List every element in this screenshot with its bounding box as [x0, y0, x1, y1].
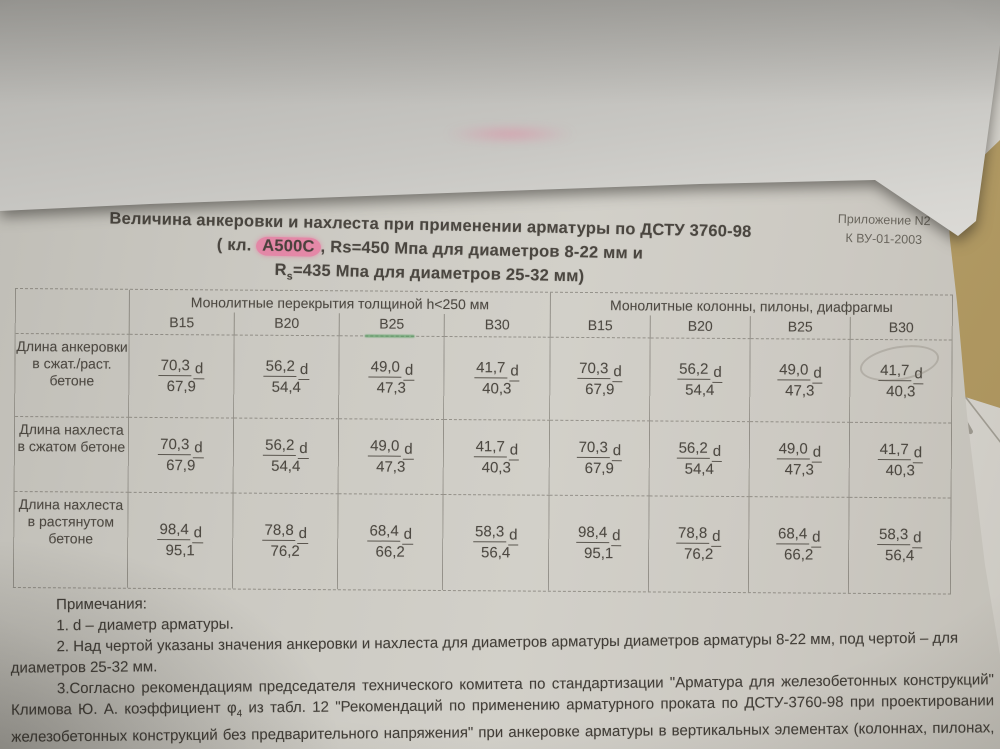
notes-block: Примечания: 1. d – диаметр арматуры. 2. …	[10, 585, 995, 749]
green-underline-mark	[364, 334, 415, 338]
table-cell: 56,2 d 54,4	[650, 337, 751, 422]
curled-page	[0, 0, 1000, 236]
table-cell: 98,4 d 95,1	[548, 494, 650, 592]
anchorage-table: Монолитные перекрытия толщиной h<250 мм …	[12, 288, 953, 595]
col-header: В20	[650, 315, 751, 339]
table-cell: 68,4 d 66,2	[337, 493, 444, 590]
col-header: В25	[339, 313, 445, 337]
col-header: В25	[750, 316, 851, 339]
table-cell: 70,3 d 67,9	[550, 336, 651, 421]
row-label: Длина нахлеста в сжатом бетоне	[14, 416, 130, 492]
col-header: В20	[234, 312, 340, 336]
table-cell: 70,3 d 67,9	[549, 419, 651, 496]
table-cell: 49,0 d 47,3	[750, 338, 851, 422]
table-cell: 49,0 d 47,3	[749, 421, 851, 497]
note-3: 3.Согласно рекомендациям председателя те…	[11, 671, 995, 749]
table-cell: 41,7 d 40,3	[444, 336, 551, 420]
table-cell: 58,3 d 56,4	[848, 496, 951, 594]
table-cell: 70,3 d 67,9	[129, 333, 235, 418]
table-cell: 56,2 d 54,4	[234, 334, 340, 419]
table-cell: 98,4 d 95,1	[127, 491, 234, 589]
col-header: В15	[129, 311, 235, 335]
table-layer: Монолитные перекрытия толщиной h<250 мм …	[12, 288, 953, 595]
phi-symbol: φ	[226, 699, 237, 717]
page-curl-wrap	[0, 0, 1000, 300]
table-cell: 49,0 d 47,3	[338, 418, 445, 494]
row-label: Длина анкеровки в сжат./раст. бетоне	[15, 333, 130, 417]
col-header: В30	[888, 319, 914, 336]
table-cell: 56,2 d 54,4	[649, 420, 751, 497]
table-cell: 56,2 d 54,4	[233, 417, 340, 494]
table-cell: 58,3 d 56,4	[442, 493, 550, 591]
table-cell: 49,0 d 47,3	[339, 335, 445, 419]
row-label: Длина нахлеста в растянутом бетоне	[13, 491, 129, 588]
table-cell: 70,3 d 67,9	[128, 416, 235, 493]
col-header: В30	[444, 314, 551, 337]
table-cell: 41,7 d 40,3	[443, 418, 551, 495]
table-cell: 41,7 d 40,3	[849, 421, 952, 498]
pink-smudge	[420, 124, 600, 144]
table-cell: 78,8 d 76,2	[232, 492, 339, 590]
table-cell: 68,4 d 66,2	[748, 496, 850, 593]
table-cell: 78,8 d 76,2	[648, 495, 750, 593]
col-header: В15	[550, 314, 651, 338]
